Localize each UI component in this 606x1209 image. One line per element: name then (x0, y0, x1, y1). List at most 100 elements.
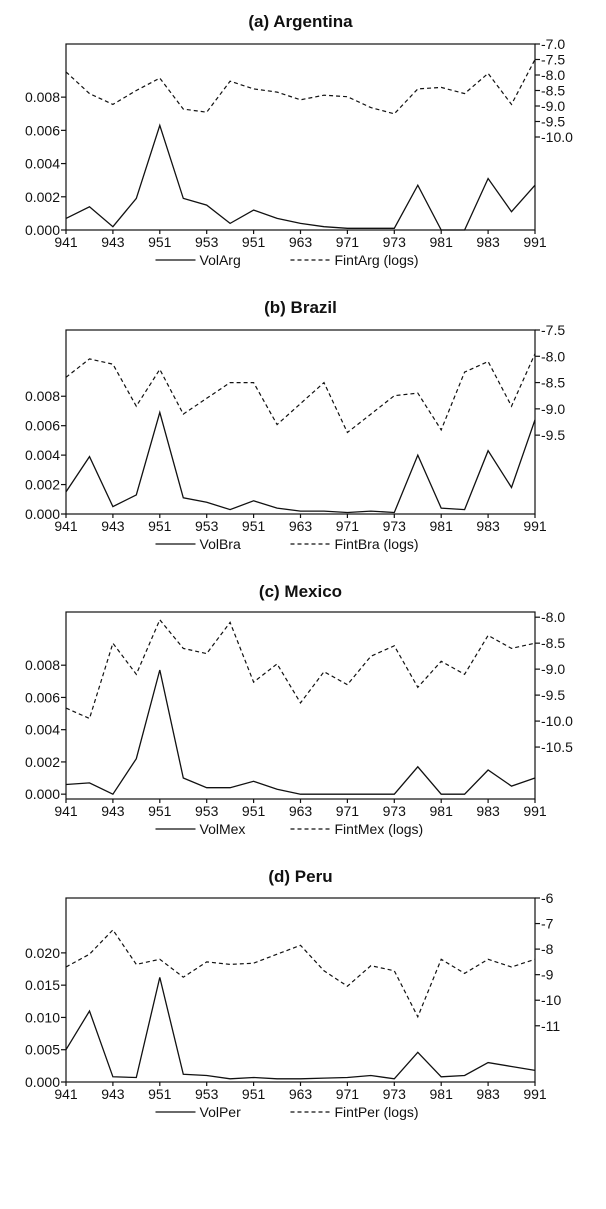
x-axis-tick-label: 941 (54, 234, 78, 250)
left-axis-tick-label: 0.008 (25, 89, 60, 105)
plot-frame (65, 43, 536, 231)
x-axis-tick-label: 951 (242, 518, 266, 534)
x-axis-tick-label: 963 (289, 1086, 313, 1102)
right-axis-tick-label: -9.5 (541, 427, 565, 443)
right-axis-tick-label: -8 (541, 941, 554, 957)
left-axis-tick-label: 0.010 (25, 1009, 60, 1025)
series-line-fintmex (65, 618, 536, 720)
x-axis-tick-label: 991 (523, 518, 547, 534)
right-axis-tick-label: -8.0 (541, 348, 565, 364)
right-axis-tick-label: -8.0 (541, 609, 565, 625)
x-axis-tick-label: 963 (289, 234, 313, 250)
x-axis-tick-label: 971 (336, 518, 360, 534)
legend-label: VolMex (200, 821, 246, 837)
right-axis-tick-label: -7.0 (541, 36, 565, 52)
left-axis-tick-label: 0.020 (25, 945, 60, 961)
x-axis-tick-label: 983 (476, 518, 500, 534)
x-axis-tick-label: 953 (195, 1086, 219, 1102)
x-axis-tick-label: 991 (523, 234, 547, 250)
left-axis-tick-label: 0.000 (25, 786, 60, 802)
left-axis-tick-label: 0.000 (25, 1074, 60, 1090)
right-axis-tick-label: -9.5 (541, 687, 565, 703)
left-axis-tick-label: 0.000 (25, 222, 60, 238)
right-axis-tick-label: -10 (541, 992, 561, 1008)
x-axis-tick-label: 981 (430, 234, 454, 250)
left-axis-tick-label: 0.004 (25, 447, 60, 463)
left-axis-tick-label: 0.006 (25, 418, 60, 434)
series-line-volper (65, 977, 536, 1080)
legend-label: VolArg (200, 252, 241, 268)
left-axis-tick-label: 0.004 (25, 722, 60, 738)
x-axis-tick-label: 951 (148, 518, 172, 534)
x-axis-tick-label: 973 (383, 234, 407, 250)
right-axis-tick-label: -9 (541, 967, 554, 983)
plot-frame (65, 329, 536, 515)
x-axis-tick-label: 951 (148, 234, 172, 250)
x-axis-tick-label: 963 (289, 803, 313, 819)
right-axis-tick-label: -8.5 (541, 375, 565, 391)
left-axis-tick-label: 0.006 (25, 689, 60, 705)
right-axis-tick-label: -8.5 (541, 635, 565, 651)
x-axis-tick-label: 941 (54, 1086, 78, 1102)
right-axis-tick-label: -7.5 (541, 322, 565, 338)
x-axis-tick-label: 943 (101, 234, 125, 250)
chart-panel-2: (b) Brazil 0.000 0.002 0.004 0.006 0.008 -7.5 -… (25, 298, 565, 552)
right-axis-tick-label: -9.0 (541, 401, 565, 417)
x-axis-tick-label: 991 (523, 1086, 547, 1102)
right-axis-tick-label: -6 (541, 890, 554, 906)
x-axis-tick-label: 951 (242, 1086, 266, 1102)
series-line-fintarg (65, 59, 536, 115)
x-axis-tick-label: 941 (54, 518, 78, 534)
series-line-volbra (65, 409, 536, 514)
chart-title: (d) Peru (268, 867, 332, 886)
x-axis-tick-label: 963 (289, 518, 313, 534)
legend-label: VolBra (200, 536, 241, 552)
chart-title: (a) Argentina (248, 12, 353, 31)
x-axis-tick-label: 951 (148, 1086, 172, 1102)
left-axis-tick-label: 0.005 (25, 1042, 60, 1058)
x-axis-tick-label: 953 (195, 803, 219, 819)
x-axis-tick-label: 983 (476, 234, 500, 250)
left-axis-tick-label: 0.008 (25, 657, 60, 673)
left-axis-tick-label: 0.006 (25, 122, 60, 138)
right-axis-tick-label: -9.0 (541, 98, 565, 114)
right-axis-tick-label: -9.0 (541, 661, 565, 677)
x-axis-tick-label: 981 (430, 1086, 454, 1102)
right-axis-tick-label: -8.0 (541, 67, 565, 83)
right-axis-tick-label: -10.0 (541, 129, 573, 145)
x-axis-tick-label: 951 (242, 803, 266, 819)
chart-title: (b) Brazil (264, 298, 337, 317)
x-axis-tick-label: 951 (148, 803, 172, 819)
x-axis-tick-label: 971 (336, 234, 360, 250)
left-axis-tick-label: 0.002 (25, 477, 60, 493)
x-axis-tick-label: 941 (54, 803, 78, 819)
chart-panel-1: (a) Argentina 0.000 0.002 0.004 0.006 0.008 -7… (25, 12, 573, 268)
x-axis-tick-label: 971 (336, 1086, 360, 1102)
series-line-volarg (65, 123, 536, 231)
legend-label: VolPer (200, 1104, 242, 1120)
x-axis-tick-label: 943 (101, 518, 125, 534)
left-axis-tick-label: 0.002 (25, 754, 60, 770)
series-line-volmex (65, 669, 536, 796)
chart-title: (c) Mexico (259, 582, 342, 601)
x-axis-tick-label: 983 (476, 803, 500, 819)
right-axis-tick-label: -8.5 (541, 83, 565, 99)
x-axis-tick-label: 981 (430, 518, 454, 534)
plot-frame (65, 611, 536, 800)
series-line-fintbra (65, 353, 536, 434)
right-axis-tick-label: -11 (541, 1018, 560, 1034)
x-axis-tick-label: 943 (101, 1086, 125, 1102)
x-axis-tick-label: 953 (195, 518, 219, 534)
x-axis-tick-label: 991 (523, 803, 547, 819)
plot-frame (65, 897, 536, 1083)
x-axis-tick-label: 951 (242, 234, 266, 250)
chart-panel-3: (c) Mexico 0.000 0.002 0.004 0.006 0.008 -8.0 -… (25, 582, 573, 837)
right-axis-tick-label: -10.0 (541, 713, 573, 729)
x-axis-tick-label: 973 (383, 1086, 407, 1102)
x-axis-tick-label: 971 (336, 803, 360, 819)
x-axis-tick-label: 973 (383, 803, 407, 819)
legend-label: FintPer (logs) (335, 1104, 419, 1120)
series-line-fintper (65, 928, 536, 1019)
left-axis-tick-label: 0.002 (25, 189, 60, 205)
